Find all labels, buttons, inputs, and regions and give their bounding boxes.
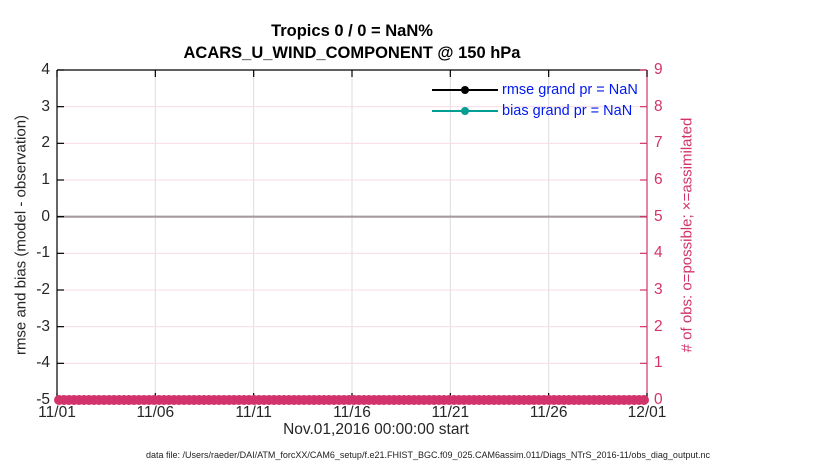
legend-entry-rmse: rmse grand pr = NaN [432, 79, 638, 100]
chart-title-block: Tropics 0 / 0 = NaN% ACARS_U_WIND_COMPON… [57, 20, 647, 64]
x-axis-label: Nov.01,2016 00:00:00 start [283, 421, 469, 438]
legend-label-rmse: rmse grand pr = NaN [502, 81, 638, 98]
y-tick-label-left: 3 [41, 97, 50, 115]
y-tick-label-left: -3 [36, 317, 50, 335]
y-tick-label-right: 7 [654, 134, 663, 152]
y-tick-label-right: 0 [654, 391, 663, 408]
y-tick-label-right: 6 [654, 171, 663, 188]
y-tick-label-right: 5 [654, 207, 663, 225]
y-tick-label-left: -1 [36, 244, 50, 262]
y-tick-label-left: -4 [36, 354, 50, 372]
chart-subtitle: ACARS_U_WIND_COMPONENT @ 150 hPa [183, 44, 521, 62]
rmse-dot-icon [461, 85, 469, 94]
x-tick-label: 11/11 [235, 404, 272, 421]
y-tick-label-right: 3 [654, 281, 663, 298]
rmse-line-swatch [432, 79, 498, 100]
bias-dot-icon [461, 106, 469, 115]
legend-label-bias: bias grand pr = NaN [502, 102, 633, 119]
y-tick-label-left: -5 [36, 391, 50, 408]
chart-title: Tropics 0 / 0 = NaN% [271, 22, 433, 40]
x-tick-label: 11/26 [529, 404, 568, 421]
bias-line-swatch [432, 100, 498, 121]
y-tick-label-right: 8 [654, 97, 663, 115]
legend: rmse grand pr = NaN bias grand pr = NaN [432, 79, 638, 121]
y-tick-label-right: 9 [654, 61, 663, 78]
y-tick-label-right: 2 [654, 317, 663, 335]
x-tick-label: 11/21 [431, 404, 470, 421]
x-tick-label: 12/01 [627, 404, 667, 421]
y-tick-label-left: 2 [41, 134, 50, 152]
y-tick-label-left: 4 [41, 61, 50, 78]
legend-entry-bias: bias grand pr = NaN [432, 100, 638, 121]
x-tick-label: 11/16 [333, 404, 371, 421]
obs-marker [639, 395, 649, 405]
y-tick-label-right: 4 [654, 244, 663, 262]
data-file-footer: data file: /Users/raeder/DAI/ATM_forcXX/… [146, 450, 710, 460]
x-tick-label: 11/01 [38, 404, 76, 421]
x-tick-label: 11/06 [136, 404, 175, 421]
y-tick-label-left: 1 [41, 171, 50, 188]
y-tick-label-right: 1 [654, 354, 663, 372]
y-tick-label-left: -2 [36, 281, 50, 298]
y-tick-label-left: 0 [41, 207, 50, 225]
